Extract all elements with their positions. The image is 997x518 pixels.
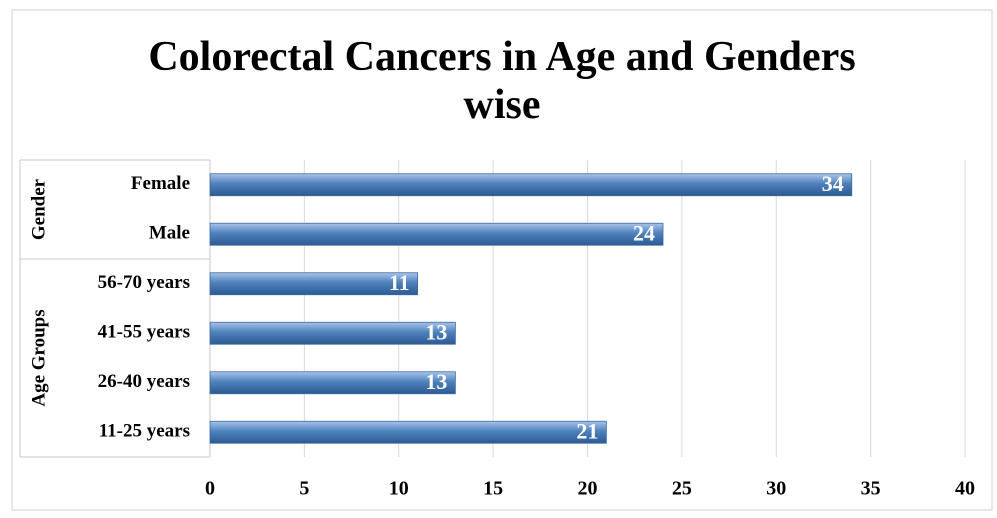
bar — [209, 371, 456, 395]
value-label: 21 — [576, 418, 598, 443]
x-tick-label: 5 — [299, 478, 309, 500]
bar — [209, 272, 419, 296]
y-tick-label: 56-70 years — [98, 272, 190, 293]
x-tick-label: 30 — [766, 478, 786, 500]
chart-title: Colorectal Cancers in Age and Genders wis… — [148, 34, 855, 128]
bar — [209, 321, 456, 345]
x-tick-label: 40 — [955, 478, 975, 500]
value-label: 11 — [389, 270, 410, 295]
value-label: 13 — [425, 369, 447, 394]
x-tick-label: 35 — [861, 478, 881, 500]
x-tick-label: 0 — [205, 478, 215, 500]
x-tick-label: 15 — [483, 478, 503, 500]
value-label: 24 — [633, 220, 655, 245]
value-label: 34 — [822, 171, 844, 196]
x-tick-label: 10 — [389, 478, 409, 500]
value-label: 13 — [425, 319, 447, 344]
bar — [209, 420, 607, 444]
x-tick-label: 20 — [578, 478, 598, 500]
group-label: Gender — [28, 178, 49, 240]
bar — [209, 173, 853, 197]
group-label: Age Groups — [28, 309, 49, 406]
y-tick-label: 26-40 years — [98, 371, 190, 392]
bar — [209, 222, 664, 246]
y-tick-label: Male — [149, 223, 190, 244]
y-tick-label: 11-25 years — [99, 421, 190, 442]
x-tick-label: 25 — [672, 478, 692, 500]
y-tick-label: 41-55 years — [98, 322, 190, 343]
y-tick-label: Female — [131, 173, 190, 194]
